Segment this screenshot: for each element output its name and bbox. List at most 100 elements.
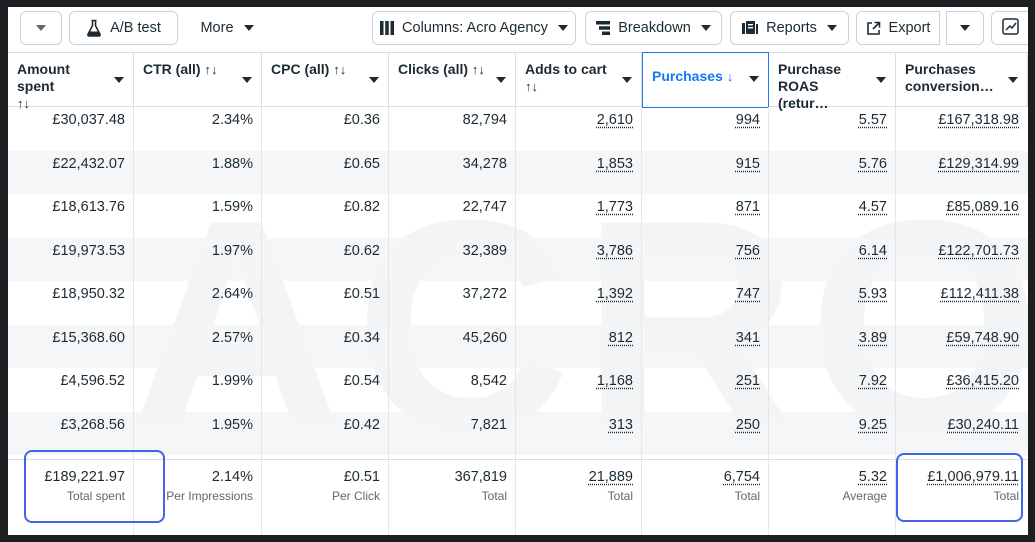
- table-cell-purchases-conversion[interactable]: £59,748.90: [896, 325, 1028, 368]
- table-cell-adds-to-cart[interactable]: 812: [516, 325, 642, 368]
- column-header-purchase-roas-retur[interactable]: Purchase ROAS (retur…: [769, 53, 896, 111]
- table-cell-adds-to-cart[interactable]: 1,773: [516, 194, 642, 237]
- table-row[interactable]: £15,368.60 2.57% £0.34 45,260 812 341 3.89 £59,…: [8, 324, 1028, 368]
- column-header-label: Clicks (all): [398, 61, 469, 77]
- ab-test-button[interactable]: A/B test: [69, 11, 178, 45]
- table-cell-adds-to-cart[interactable]: 3,786: [516, 238, 642, 281]
- table-cell-purchase-roas-retur[interactable]: 5.93: [769, 281, 896, 324]
- column-menu-caret-icon[interactable]: [369, 77, 379, 83]
- table-cell-purchases[interactable]: 871: [642, 194, 769, 237]
- column-header-label: Amount spent: [17, 61, 70, 94]
- table-cell-purchase-roas-retur[interactable]: 4.57: [769, 194, 896, 237]
- sort-icon[interactable]: ↑↓: [333, 62, 347, 77]
- column-menu-caret-icon[interactable]: [114, 77, 124, 83]
- sort-icon[interactable]: ↑↓: [525, 79, 538, 94]
- table-cell-purchases[interactable]: 251: [642, 368, 769, 411]
- table-cell-adds-to-cart[interactable]: 1,392: [516, 281, 642, 324]
- table-cell-adds-to-cart[interactable]: 2,610: [516, 107, 642, 150]
- table-row[interactable]: £18,950.32 2.64% £0.51 37,272 1,392 747 5.93 £1…: [8, 281, 1028, 324]
- column-header-ctr-all[interactable]: CTR (all) ↑↓: [134, 53, 262, 107]
- table-cell-purchase-roas-retur[interactable]: 5.57: [769, 107, 896, 150]
- column-header-label: Adds to cart: [525, 61, 607, 77]
- table-row[interactable]: £30,037.48 2.34% £0.36 82,794 2,610 994 5.57 £1…: [8, 107, 1028, 150]
- more-button[interactable]: More: [186, 11, 268, 45]
- table-cell-cpc-all: £0.82: [262, 194, 389, 237]
- cell-value: 3.89: [858, 329, 887, 346]
- column-menu-caret-icon[interactable]: [496, 77, 506, 83]
- cell-value: 871: [735, 199, 760, 215]
- column-header-purchases-conversion[interactable]: Purchases conversion…: [896, 53, 1028, 107]
- table-cell-ctr-all: 1.59%: [134, 194, 262, 237]
- cell-value: £167,318.98: [938, 112, 1019, 128]
- column-header-amount-spent[interactable]: Amount spent ↑↓: [8, 53, 134, 111]
- column-header-purchases[interactable]: Purchases ↓: [642, 52, 769, 108]
- total-value[interactable]: £1,006,979.11: [927, 469, 1019, 485]
- total-value[interactable]: 21,889: [588, 469, 633, 485]
- total-ctr-all: 2.14% Per Impressions: [134, 468, 262, 528]
- table-cell-purchases-conversion[interactable]: £85,089.16: [896, 194, 1028, 237]
- table-cell-purchase-roas-retur[interactable]: 3.89: [769, 325, 896, 368]
- table-cell-adds-to-cart[interactable]: 1,168: [516, 368, 642, 411]
- total-value[interactable]: 6,754: [723, 469, 760, 485]
- total-value: 367,819: [454, 469, 507, 485]
- table-row[interactable]: £19,973.53 1.97% £0.62 32,389 3,786 756 6.14 £1…: [8, 237, 1028, 281]
- sort-icon[interactable]: ↑↓: [17, 96, 30, 111]
- table-row[interactable]: £3,268.56 1.95% £0.42 7,821 313 250 9.25 £30,24…: [8, 411, 1028, 455]
- breakdown-button[interactable]: Breakdown: [585, 11, 722, 45]
- chart-toggle-button[interactable]: [991, 11, 1028, 45]
- table-cell-purchases[interactable]: 915: [642, 151, 769, 194]
- table-cell-purchase-roas-retur[interactable]: 9.25: [769, 412, 896, 455]
- column-header-adds-to-cart[interactable]: Adds to cart ↑↓: [516, 53, 642, 107]
- table-cell-purchase-roas-retur[interactable]: 7.92: [769, 368, 896, 411]
- highlight-total-spent: [24, 450, 165, 523]
- cell-value: £0.82: [343, 199, 380, 215]
- column-menu-caret-icon[interactable]: [1008, 77, 1018, 83]
- sort-icon[interactable]: ↑↓: [471, 62, 485, 77]
- total-value[interactable]: 5.32: [858, 469, 887, 485]
- table-cell-amount-spent: £18,950.32: [8, 281, 134, 324]
- table-cell-purchase-roas-retur[interactable]: 6.14: [769, 238, 896, 281]
- cell-value: £85,089.16: [946, 199, 1019, 215]
- table-cell-purchases[interactable]: 250: [642, 412, 769, 455]
- column-header-clicks-all[interactable]: Clicks (all) ↑↓: [389, 53, 516, 107]
- table-cell-purchases-conversion[interactable]: £167,318.98: [896, 107, 1028, 150]
- table-cell-purchases[interactable]: 756: [642, 238, 769, 281]
- column-menu-caret-icon[interactable]: [242, 77, 252, 83]
- cell-value: 5.93: [858, 286, 887, 302]
- reports-button[interactable]: Reports: [730, 11, 849, 45]
- cell-value: 1.97%: [211, 242, 253, 259]
- table-cell-purchase-roas-retur[interactable]: 5.76: [769, 151, 896, 194]
- table-cell-cpc-all: £0.51: [262, 281, 389, 324]
- table-cell-adds-to-cart[interactable]: 313: [516, 412, 642, 455]
- sort-icon[interactable]: ↓: [726, 69, 734, 84]
- column-menu-caret-icon[interactable]: [876, 77, 886, 83]
- table-cell-adds-to-cart[interactable]: 1,853: [516, 151, 642, 194]
- table-cell-purchases-conversion[interactable]: £122,701.73: [896, 238, 1028, 281]
- table-row[interactable]: £22,432.07 1.88% £0.65 34,278 1,853 915 5.76 £1…: [8, 150, 1028, 194]
- export-button[interactable]: Export: [856, 11, 940, 45]
- cell-value: £30,037.48: [52, 112, 125, 128]
- table-cell-purchases[interactable]: 341: [642, 325, 769, 368]
- dropdown-button[interactable]: [20, 11, 62, 45]
- table-cell-purchases-conversion[interactable]: £36,415.20: [896, 368, 1028, 411]
- cell-value: 22,747: [462, 199, 507, 215]
- total-adds-to-cart: 21,889 Total: [516, 468, 642, 528]
- cell-value: £0.51: [343, 286, 380, 302]
- table-cell-purchases-conversion[interactable]: £112,411.38: [896, 281, 1028, 324]
- sort-icon[interactable]: ↑↓: [204, 62, 218, 77]
- column-menu-caret-icon[interactable]: [622, 77, 632, 83]
- table-cell-purchases-conversion[interactable]: £30,240.11: [896, 412, 1028, 455]
- column-menu-caret-icon[interactable]: [749, 76, 759, 82]
- column-header-cpc-all[interactable]: CPC (all) ↑↓: [262, 53, 389, 107]
- table-row[interactable]: £18,613.76 1.59% £0.82 22,747 1,773 871 4.57 £8…: [8, 194, 1028, 237]
- cell-value: 915: [735, 155, 760, 172]
- export-dropdown-button[interactable]: [946, 11, 984, 45]
- table-row[interactable]: £4,596.52 1.99% £0.54 8,542 1,168 251 7.92 £36,…: [8, 368, 1028, 411]
- column-divider: [895, 460, 896, 535]
- cell-value: 812: [608, 329, 633, 346]
- table-cell-purchases[interactable]: 994: [642, 107, 769, 150]
- column-header-label: Purchase ROAS (retur…: [778, 61, 842, 111]
- table-cell-purchases[interactable]: 747: [642, 281, 769, 324]
- columns-button[interactable]: Columns: Acro Agency: [372, 11, 576, 45]
- table-cell-purchases-conversion[interactable]: £129,314.99: [896, 151, 1028, 194]
